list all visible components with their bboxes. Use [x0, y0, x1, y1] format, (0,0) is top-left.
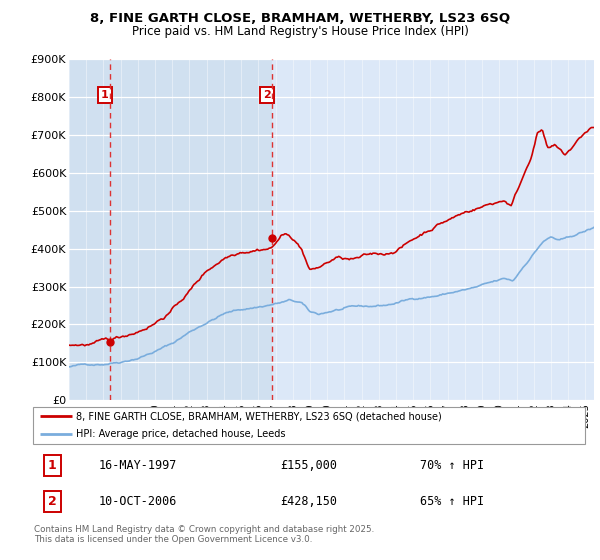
Text: £428,150: £428,150	[281, 494, 337, 507]
Bar	[272, 59, 594, 400]
Text: 8, FINE GARTH CLOSE, BRAMHAM, WETHERBY, LS23 6SQ (detached house): 8, FINE GARTH CLOSE, BRAMHAM, WETHERBY, …	[76, 411, 442, 421]
Text: 65% ↑ HPI: 65% ↑ HPI	[421, 494, 485, 507]
Text: 16-MAY-1997: 16-MAY-1997	[98, 459, 177, 472]
Text: 2: 2	[263, 90, 271, 100]
Text: HPI: Average price, detached house, Leeds: HPI: Average price, detached house, Leed…	[76, 429, 286, 439]
Bar	[110, 59, 272, 400]
Bar	[69, 59, 110, 400]
Text: This data is licensed under the Open Government Licence v3.0.: This data is licensed under the Open Gov…	[34, 534, 313, 544]
Text: £155,000: £155,000	[281, 459, 337, 472]
Text: Contains HM Land Registry data © Crown copyright and database right 2025.: Contains HM Land Registry data © Crown c…	[34, 525, 374, 534]
Text: 70% ↑ HPI: 70% ↑ HPI	[421, 459, 485, 472]
Text: Price paid vs. HM Land Registry's House Price Index (HPI): Price paid vs. HM Land Registry's House …	[131, 25, 469, 38]
Text: 1: 1	[101, 90, 109, 100]
Text: 1: 1	[48, 459, 56, 472]
Text: 2: 2	[48, 494, 56, 507]
Text: 10-OCT-2006: 10-OCT-2006	[98, 494, 177, 507]
Text: 8, FINE GARTH CLOSE, BRAMHAM, WETHERBY, LS23 6SQ: 8, FINE GARTH CLOSE, BRAMHAM, WETHERBY, …	[90, 12, 510, 25]
